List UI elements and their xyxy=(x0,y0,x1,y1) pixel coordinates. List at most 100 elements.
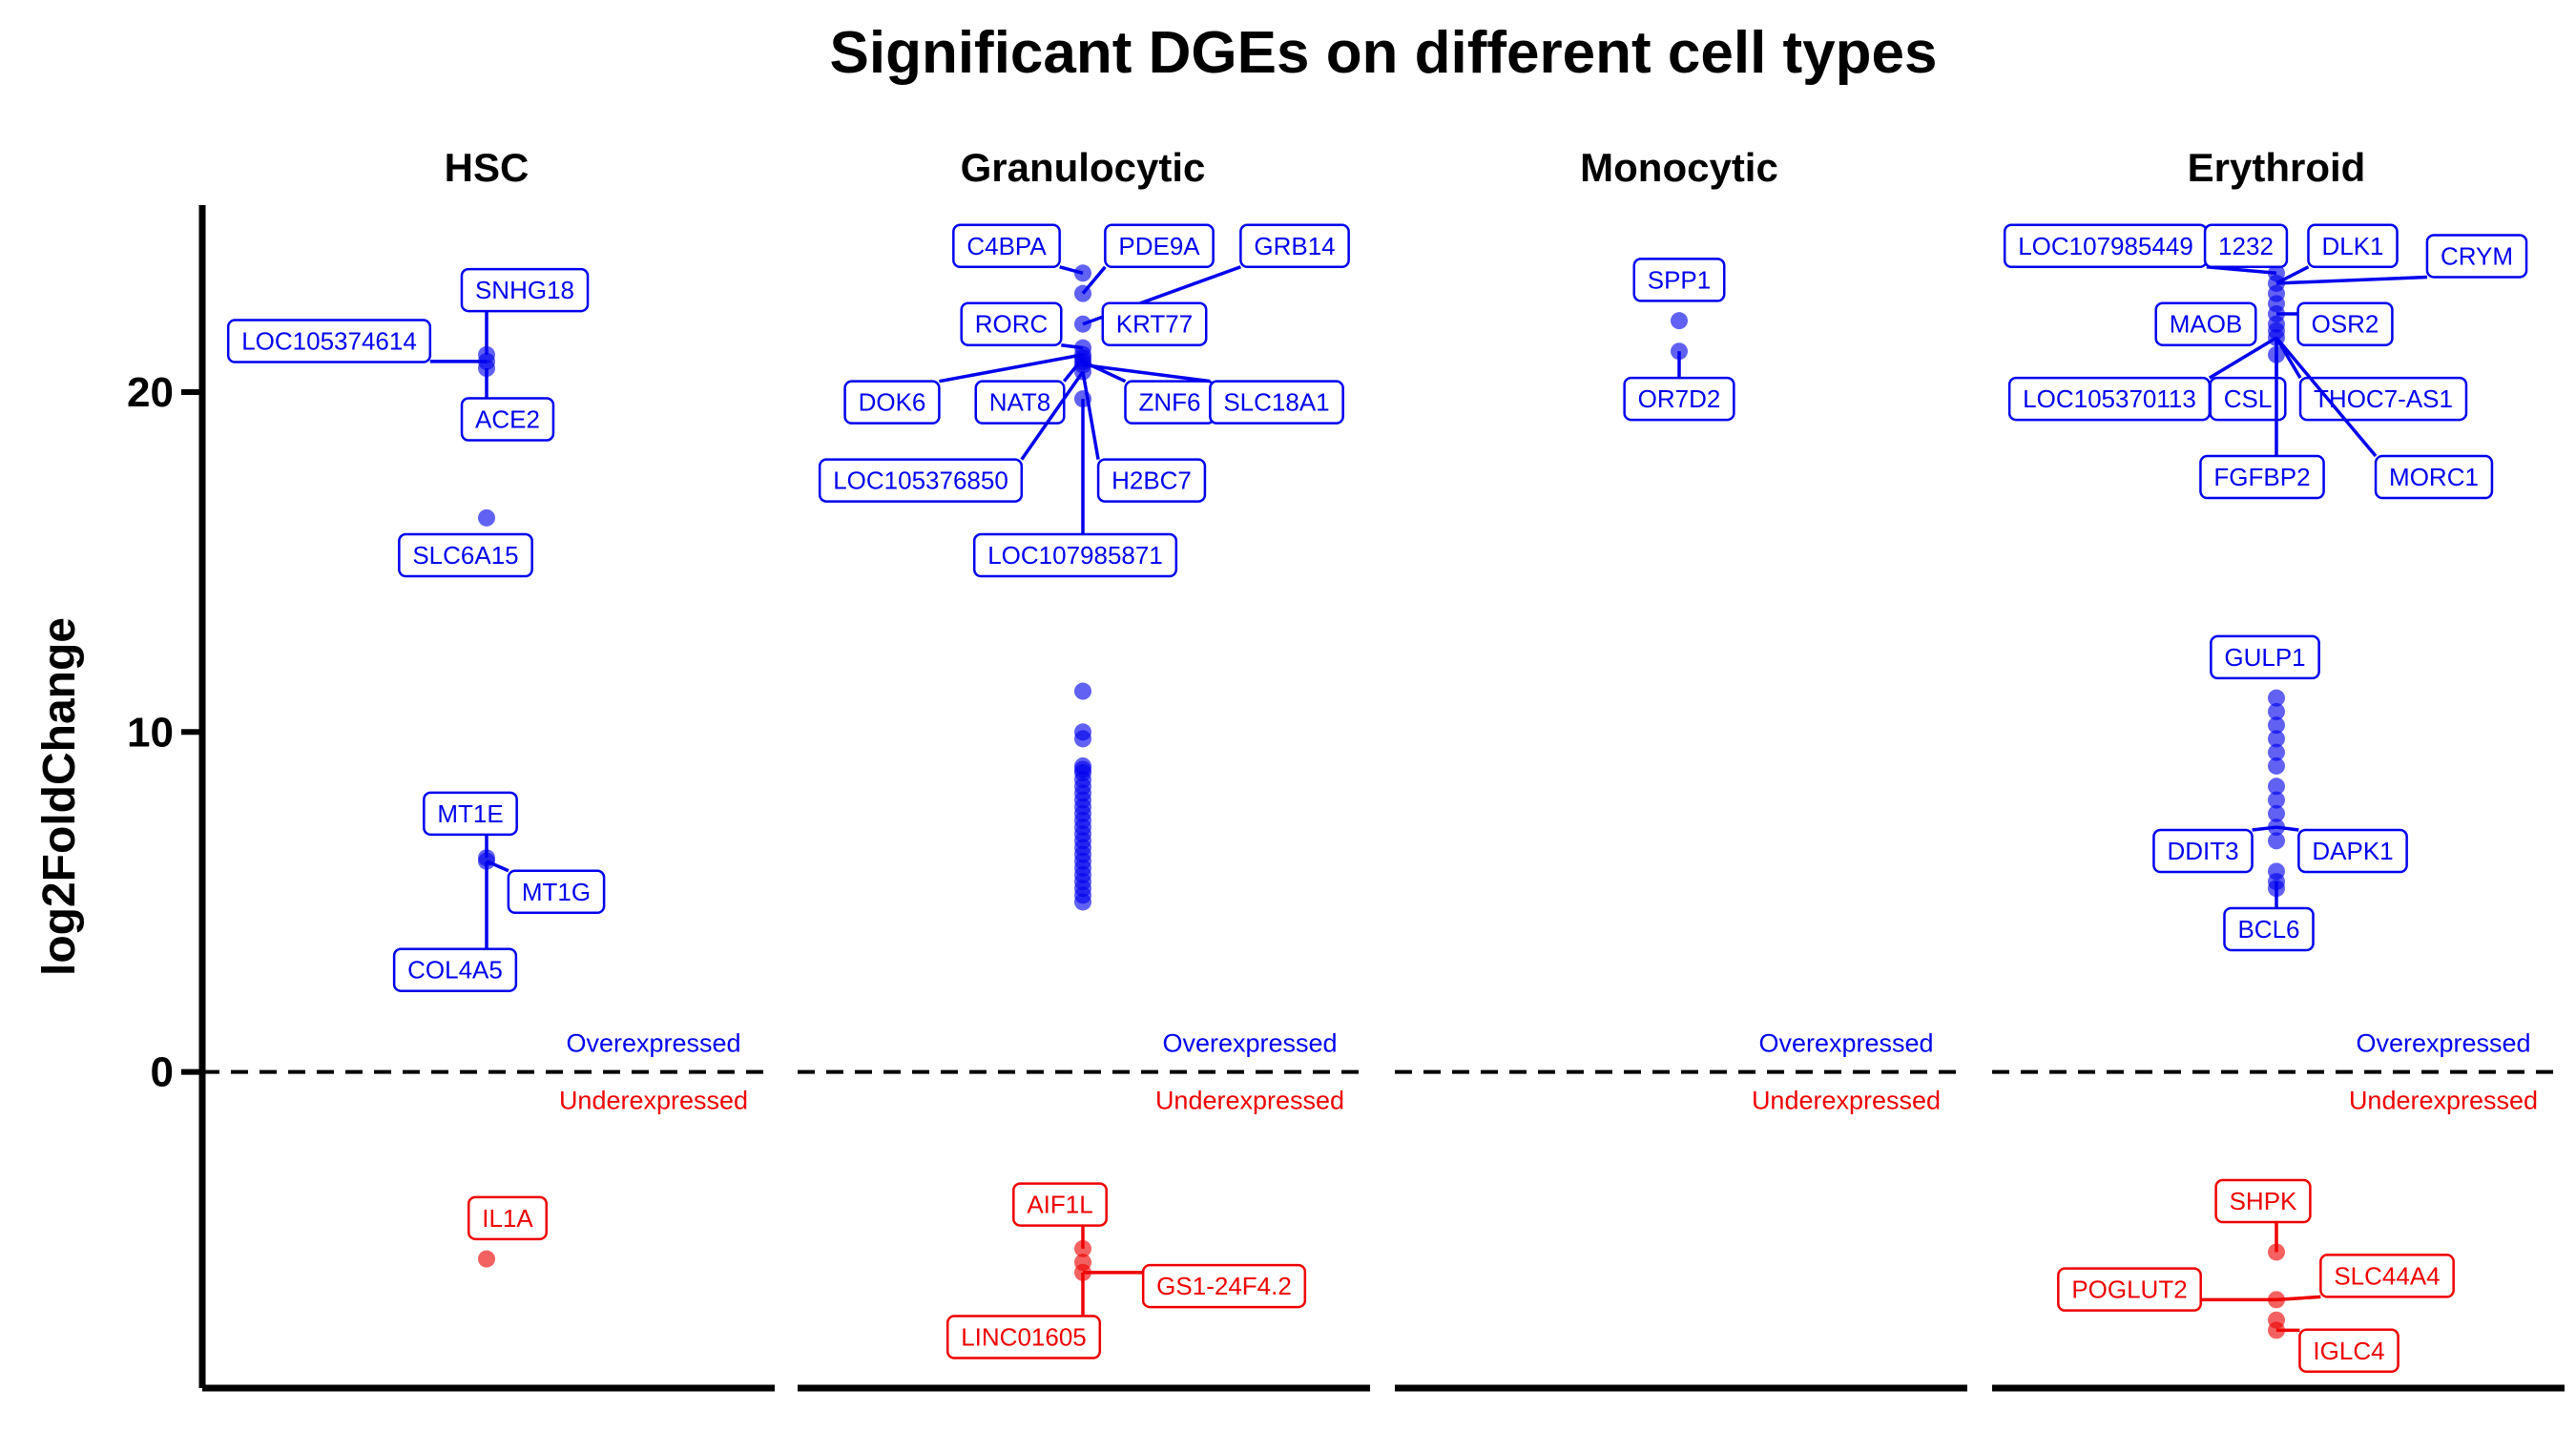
panel-title: Granulocytic xyxy=(961,145,1206,190)
gene-labels: SPP1 OR7D2 xyxy=(1623,258,1735,422)
gene-label-box xyxy=(2210,634,2320,680)
y-axis: 0 10 20 xyxy=(127,205,206,1388)
gene-label-box xyxy=(2307,223,2399,269)
y-axis-label: log2FoldChange xyxy=(34,617,85,976)
label-connector xyxy=(2275,265,2310,285)
gene-label-slc18a1: SLC18A1 xyxy=(1223,388,1329,417)
gene-label-box xyxy=(398,532,533,578)
gene-label-box xyxy=(460,397,555,442)
label-connector xyxy=(2275,825,2299,832)
label-connector xyxy=(1059,265,1084,275)
y-tick-label: 0 xyxy=(151,1049,174,1096)
gene-label-box xyxy=(2154,301,2257,346)
panel-hsc: HSC Overexpressed Underexpressed SNHG18 LOC1… xyxy=(202,145,775,1392)
gene-label-box xyxy=(960,301,1063,346)
panel-title: Erythroid xyxy=(2188,145,2366,190)
y-tick-label: 10 xyxy=(127,709,174,756)
point-overexpressed xyxy=(1074,730,1091,748)
gene-label-box xyxy=(2296,301,2394,346)
gene-label-ace2: ACE2 xyxy=(475,404,540,433)
data-points xyxy=(2268,264,2285,1339)
gene-label-box xyxy=(392,947,518,992)
gene-label-box xyxy=(818,458,1024,503)
underexpressed-label: Underexpressed xyxy=(559,1087,748,1115)
overexpressed-label: Overexpressed xyxy=(1162,1029,1337,1058)
gene-label-box xyxy=(2214,1178,2312,1224)
gene-label-box xyxy=(843,380,941,425)
point-overexpressed xyxy=(1074,893,1091,911)
gene-label-osr2: OSR2 xyxy=(2312,310,2379,339)
gene-label-box xyxy=(2297,828,2408,874)
gene-label-dlk1: DLK1 xyxy=(2321,232,2383,260)
underexpressed-label: Underexpressed xyxy=(1155,1087,1344,1115)
gene-label-box xyxy=(2425,234,2528,279)
gene-labels: C4BPA PDE9A GRB14 RORC KRT77 DOK6 NAT8 ZNF6 SLC1… xyxy=(818,223,1350,1359)
gene-label-box xyxy=(1096,458,1207,503)
point-overexpressed xyxy=(2268,832,2285,850)
gene-label-box xyxy=(507,869,606,915)
gene-label-box xyxy=(972,532,1178,578)
gene-label-loc105376850: LOC105376850 xyxy=(833,467,1008,495)
gene-label-or7d2: OR7D2 xyxy=(1638,384,1721,413)
gene-label-box xyxy=(2199,454,2325,500)
gene-label-csl: CSL xyxy=(2224,384,2273,413)
point-overexpressed xyxy=(1074,682,1091,700)
label-connector xyxy=(2275,1295,2321,1302)
underexpressed-label: Underexpressed xyxy=(2349,1087,2538,1115)
gene-label-box xyxy=(1104,223,1215,269)
point-overexpressed xyxy=(2268,716,2285,735)
gene-label-bcl6: BCL6 xyxy=(2237,915,2299,944)
panel-title: Monocytic xyxy=(1580,145,1778,190)
gene-label-box xyxy=(423,791,518,837)
gene-label-loc105370113: LOC105370113 xyxy=(2023,384,2196,413)
point-overexpressed xyxy=(2268,804,2285,822)
gene-label-morc1: MORC1 xyxy=(2389,463,2479,491)
gene-label-box xyxy=(1632,258,1726,302)
point-overexpressed xyxy=(2268,778,2285,796)
gene-label-box xyxy=(1209,380,1344,425)
gene-label-box xyxy=(1623,376,1735,422)
gene-label-box xyxy=(952,223,1061,269)
label-connector xyxy=(1081,371,1100,460)
label-connector xyxy=(1061,342,1084,350)
facet-panels: HSC Overexpressed Underexpressed SNHG18 LOC1… xyxy=(202,145,2565,1392)
gene-label-box xyxy=(2298,376,2468,422)
underexpressed-label: Underexpressed xyxy=(1752,1087,1941,1115)
label-connector xyxy=(2275,336,2378,458)
point-overexpressed xyxy=(2268,702,2285,720)
panel-erythroid: Erythroid Overexpressed Underexpressed LOC1… xyxy=(1992,145,2565,1392)
gene-label-grb14: GRB14 xyxy=(1254,232,1335,260)
label-connector xyxy=(2208,336,2277,380)
gene-label-slc44a4: SLC44A4 xyxy=(2334,1261,2440,1290)
gene-label-loc105374614: LOC105374614 xyxy=(241,327,417,356)
gene-label-spp1: SPP1 xyxy=(1648,265,1712,294)
gene-label-linc01605: LINC01605 xyxy=(961,1323,1087,1352)
point-overexpressed xyxy=(2268,757,2285,775)
label-connector xyxy=(486,860,509,873)
gene-label-gs1-24f4-2: GS1-24F4.2 xyxy=(1156,1272,1292,1300)
gene-label-dok6: DOK6 xyxy=(859,388,926,417)
overexpressed-label: Overexpressed xyxy=(1758,1029,1933,1058)
y-tick-label: 20 xyxy=(127,369,174,416)
gene-label-box xyxy=(2209,376,2287,422)
label-connector xyxy=(2275,275,2428,285)
gene-label-znf6: ZNF6 xyxy=(1139,388,1201,417)
gene-label-1232: 1232 xyxy=(2218,232,2274,260)
gene-label-box xyxy=(945,1315,1102,1359)
gene-label-shpk: SHPK xyxy=(2230,1187,2297,1215)
gene-label-mt1g: MT1G xyxy=(522,878,591,906)
panel-granulocytic: Granulocytic Overexpressed UnderexpressedC… xyxy=(798,145,1370,1392)
gene-label-box xyxy=(460,267,590,313)
point-overexpressed xyxy=(478,508,495,527)
overexpressed-label: Overexpressed xyxy=(2356,1029,2530,1058)
gene-label-il1a: IL1A xyxy=(482,1204,533,1233)
gene-label-slc6a15: SLC6A15 xyxy=(412,541,518,570)
gene-label-ddit3: DDIT3 xyxy=(2167,837,2238,865)
gene-label-box xyxy=(467,1195,548,1241)
gene-label-fgfbp2: FGFBP2 xyxy=(2213,463,2310,491)
gene-label-h2bc7: H2BC7 xyxy=(1111,467,1192,495)
point-overexpressed xyxy=(2268,791,2285,809)
gene-label-box xyxy=(1012,1182,1108,1227)
label-connector xyxy=(1020,370,1085,461)
